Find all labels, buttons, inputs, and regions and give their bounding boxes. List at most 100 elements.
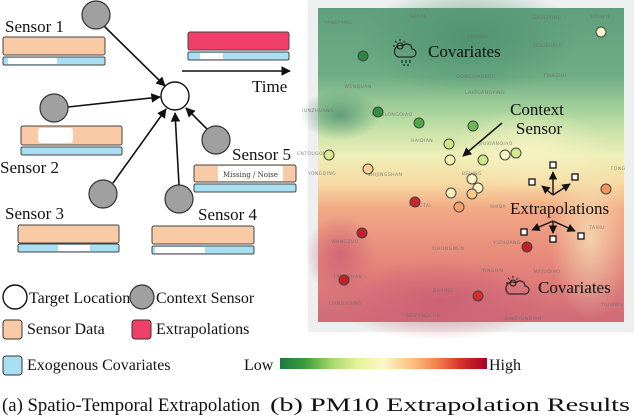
- time-label: Time: [252, 77, 287, 96]
- context-sensor-5: [201, 125, 231, 155]
- extrapolation-bar: [187, 31, 290, 51]
- sensor-data-bar: [17, 224, 120, 244]
- map-place-label: FENGTAI: [409, 203, 431, 209]
- sensor-4-label: Sensor 4: [198, 205, 258, 224]
- sensor-marker: [443, 138, 455, 150]
- colorbar: [280, 358, 487, 369]
- extrapolation-points: [520, 161, 585, 243]
- sensor-marker: [445, 187, 457, 199]
- sensor-data-bar: [151, 225, 255, 245]
- legend-target-location: Target Location: [29, 290, 130, 307]
- sensor-marker: [338, 274, 350, 286]
- missing-segment: [8, 58, 57, 64]
- map-place-label: SHUNYI: [590, 14, 610, 20]
- covariates-top-label: Covariates: [428, 42, 501, 61]
- covariates-bottom-label: Covariates: [538, 278, 611, 297]
- legend-sensor-data-swatch: [2, 319, 23, 340]
- panel-a-diagram: Sensor 1 Sensor 2 Sensor 3 Sensor 4 Sens…: [0, 0, 297, 416]
- extrapolation-square-icon: [520, 228, 528, 236]
- sensor-5-label: Sensor 5: [232, 145, 291, 164]
- context-label-line2: Sensor: [516, 119, 563, 138]
- context-sensor-4: [164, 184, 194, 214]
- weather-partly-cloudy-icon: [505, 276, 530, 295]
- map-place-label: WENQUAN: [344, 84, 371, 90]
- edge-sensor-4: [170, 112, 181, 186]
- sensor-marker: [466, 188, 478, 200]
- map-place-label: LIANGXIANG: [329, 301, 362, 307]
- covariate-bar: [193, 183, 297, 193]
- sensor-marker: [362, 163, 374, 175]
- legend-target-icon: [2, 284, 28, 310]
- context-pointer-arrow: [462, 122, 503, 157]
- map-place-label: YANGFANG: [323, 20, 352, 26]
- map-place-label: LAIGUANGYING: [465, 90, 505, 96]
- legend-extrapolations-swatch: [131, 319, 152, 340]
- map-place-label: YIZHUANG: [492, 240, 521, 246]
- map-place-label: XIHONGMEN: [432, 246, 464, 252]
- missing-segment: [38, 128, 73, 143]
- sensor-marker: [356, 227, 368, 239]
- map-place-label: QINGYUNDIAN: [504, 316, 541, 322]
- map-place-label: SHIJINGSHAN: [368, 172, 403, 178]
- map-place-label: TONG: [609, 166, 625, 172]
- extrapolation-arrows: [531, 171, 576, 234]
- context-sensor-3: [88, 179, 118, 209]
- extrapolation-square-icon: [577, 232, 585, 240]
- sensor-marker: [409, 196, 421, 208]
- context-sensor-1: [81, 0, 111, 30]
- extrapolation-square-icon: [571, 173, 579, 181]
- legend-exogenous-covariates: Exogenous Covariates: [27, 357, 171, 374]
- sensor-4-series: [151, 225, 255, 255]
- sensor-marker: [444, 154, 456, 166]
- extrapolation-square-icon: [549, 161, 557, 169]
- edge-sensor-5: [185, 107, 209, 131]
- map-place-label: ENTOUGOU: [297, 151, 327, 157]
- sensor-marker: [472, 290, 484, 302]
- colorbar-high-label: High: [489, 357, 521, 374]
- legend-context-sensor-icon: [129, 284, 155, 310]
- sensor-marker: [510, 147, 522, 159]
- missing-noise-label: Missing / Noise: [223, 171, 278, 179]
- edge-sensor-2: [67, 93, 161, 108]
- sensor-marker: [521, 241, 533, 253]
- missing-segment: [218, 166, 283, 181]
- edges: [67, 25, 291, 186]
- sensor-marker: [467, 120, 479, 132]
- sensor-3-label: Sensor 3: [5, 204, 64, 223]
- context-label-line1: Context: [510, 100, 564, 119]
- extrapolation-square-icon: [549, 235, 557, 243]
- extrapolation-square-icon: [528, 178, 536, 186]
- legend-extrapolations: Extrapolations: [156, 321, 249, 338]
- map-place-label: JIUXIANQIAO: [478, 141, 512, 147]
- missing-segment: [200, 53, 223, 59]
- legend-covariates-swatch: [2, 355, 23, 376]
- map-place-label: DAXING: [433, 288, 454, 294]
- sensor-marker: [466, 173, 478, 185]
- sensor-marker: [413, 117, 425, 129]
- sensor-2-series: [20, 125, 123, 156]
- extrapolation-series: [187, 31, 290, 61]
- map-place-label: BEIQIJIA: [467, 34, 489, 40]
- covariate-bar: [20, 146, 123, 156]
- legend-sensor-data: Sensor Data: [27, 321, 105, 338]
- map-place-label: HOUSHAYU: [534, 43, 563, 49]
- target-location-node: [160, 81, 190, 111]
- map-place-label: HAIDIAN: [411, 138, 433, 144]
- sensor-marker: [477, 154, 489, 166]
- map-place-label: MAJUQIAO: [534, 269, 561, 275]
- caption-b: (b) PM10 Extrapolation Results: [270, 395, 630, 416]
- map-place-label: WANGZUO: [331, 239, 358, 245]
- sensor-marker: [372, 106, 384, 118]
- sensor-marker: [357, 50, 369, 62]
- sensor-3-series: [17, 224, 120, 253]
- map-place-label: TIANZHU: [542, 73, 567, 79]
- map-place-label: YINGHAI: [481, 268, 504, 274]
- sensor-2-label: Sensor 2: [0, 158, 59, 177]
- edge-sensor-1: [103, 25, 166, 87]
- sensor-marker: [323, 149, 335, 161]
- legend: Target Location Context Sensor Sensor Da…: [2, 284, 255, 376]
- map-place-label: TAIHU: [588, 225, 605, 231]
- caption-a: (a) Spatio-Temporal Extrapolation: [2, 395, 260, 416]
- legend-context-sensor: Context Sensor: [156, 290, 255, 307]
